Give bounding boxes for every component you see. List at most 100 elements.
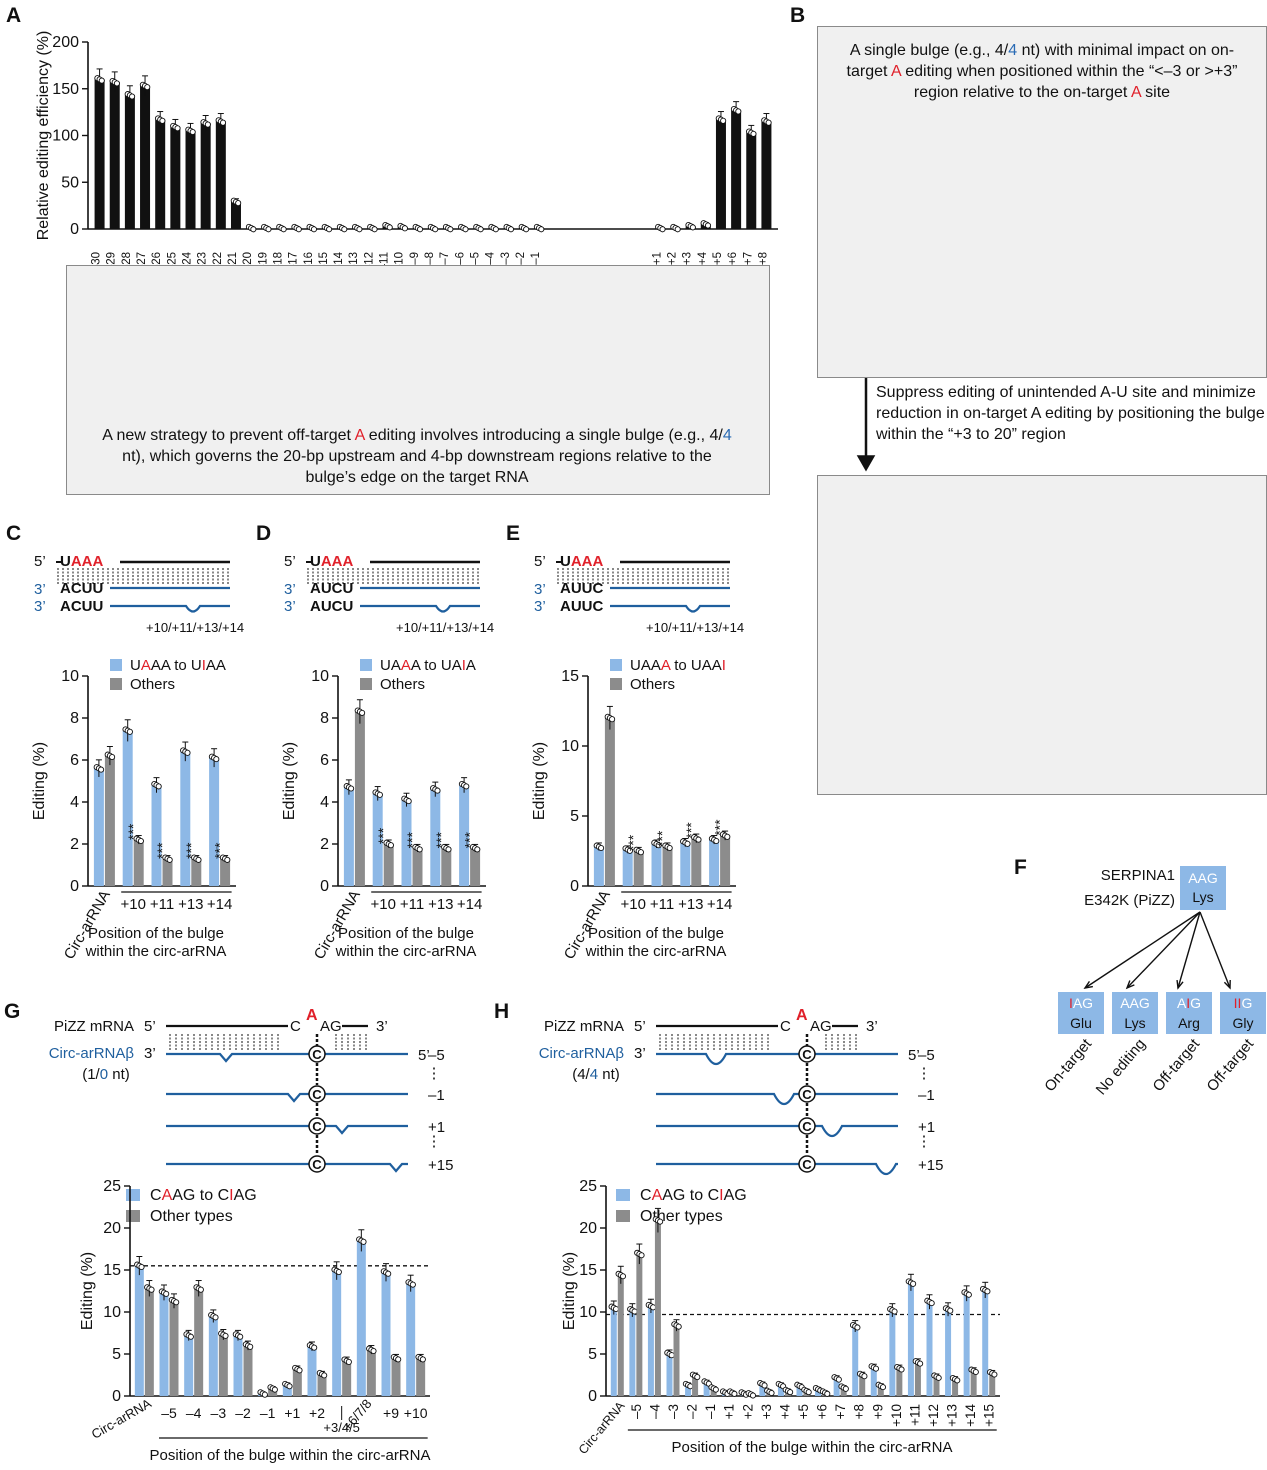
data-point: [872, 1365, 880, 1372]
bar: [159, 1292, 169, 1396]
x-tick-label: +14: [457, 896, 482, 913]
data-point: [655, 842, 662, 849]
bar: [317, 1374, 327, 1396]
data-point: [689, 224, 696, 231]
bar: [945, 1309, 952, 1396]
data-point: [609, 716, 616, 723]
x-tick-label: –3: [211, 1405, 227, 1421]
data-point: [674, 226, 681, 233]
variant-label: E342K (PiZZ): [1084, 892, 1175, 909]
x-tick-label: –9: [409, 252, 421, 265]
x-axis-label: Position of the bulge within the circ-ar…: [672, 1439, 953, 1456]
sequence-ag: AG: [810, 1018, 832, 1035]
bar: [470, 848, 481, 886]
data-point: [619, 1273, 627, 1280]
bar: [94, 79, 105, 230]
y-tick-label: 50: [61, 174, 79, 191]
circ-arrna-label: Circ-arRNAβ: [49, 1045, 135, 1062]
caption-fragment: A: [354, 427, 365, 444]
x-tick-label: +3: [682, 252, 694, 265]
data-point: [247, 1343, 254, 1350]
data-point: [626, 847, 633, 854]
data-point: [376, 791, 383, 798]
bar: [680, 842, 691, 886]
bulge-box-text: A single bulge (e.g., 4/4 nt) with minim…: [832, 40, 1252, 103]
data-point: [341, 226, 348, 233]
x-tick-label: +10: [404, 1405, 428, 1421]
data-point: [222, 1332, 229, 1339]
data-point: [166, 856, 173, 863]
bar: [215, 121, 226, 229]
data-point: [370, 1347, 377, 1355]
outcome-label: No editing: [1093, 1036, 1149, 1099]
significance-label: ***: [625, 834, 641, 851]
y-tick-label: 10: [311, 668, 329, 685]
bar: [970, 1370, 977, 1396]
data-point: [879, 1384, 887, 1391]
legend-label: UAAA to UAAI: [630, 657, 726, 674]
bulge-position-label: +10/+11/+13/+14: [146, 620, 244, 635]
guide-strand: [166, 1052, 408, 1063]
mutation-arrow: [1084, 911, 1201, 989]
three-prime-label: 3’: [34, 581, 46, 598]
target-sequence: UAAA: [60, 553, 104, 570]
y-tick-label: 25: [103, 1178, 121, 1195]
x-tick-label: +8: [757, 252, 769, 265]
bar: [593, 846, 604, 886]
x-tick-label: Circ-arRNA: [89, 1395, 154, 1441]
bar: [184, 1335, 194, 1396]
bar: [926, 1301, 933, 1396]
data-point: [335, 1268, 342, 1276]
x-tick-label: +7: [742, 252, 754, 265]
legend-label: UAAA to UAIA: [380, 657, 476, 674]
x-tick-label: +11: [650, 896, 674, 913]
bar: [914, 1362, 921, 1396]
data-point: [155, 783, 162, 790]
data-point: [212, 1314, 219, 1321]
target-codon: AAG: [1120, 995, 1150, 1011]
bar: [144, 1288, 154, 1396]
text-fragment: A: [891, 63, 901, 80]
c-circle: [308, 1085, 326, 1103]
y-tick-label: 6: [70, 752, 79, 769]
data-point: [463, 783, 470, 790]
data-point: [250, 226, 257, 233]
x-tick-label: –1: [260, 1405, 276, 1421]
data-point: [213, 756, 220, 763]
legend-label: CAAG to CIAG: [640, 1187, 747, 1204]
schematic-D: 5’ UAAA 3’ AUCU 3’ AUCU +10/+11/+13/+14 UAAA to…: [284, 553, 494, 693]
bar: [170, 127, 181, 229]
caption-fragment: A new strategy to prevent off-target: [102, 427, 355, 444]
guide-strand: [656, 1124, 898, 1138]
text-fragment: A: [1130, 84, 1141, 101]
data-point: [984, 1288, 991, 1295]
arrow-head: [1083, 980, 1093, 989]
x-tick-label: +14: [963, 1404, 978, 1427]
source-codon-box: [1180, 866, 1226, 910]
significance-label: ***: [154, 842, 170, 859]
significance-label: ***: [212, 842, 228, 859]
data-point: [447, 226, 454, 233]
bar: [122, 730, 133, 886]
x-axis-label: Position of the bulge within the circ-ar…: [150, 1447, 431, 1464]
y-axis-label: Editing (%): [561, 1252, 578, 1330]
bar: [610, 1307, 617, 1396]
data-point: [371, 226, 378, 233]
x-tick-label: +2: [666, 252, 678, 265]
c-circle: [308, 1155, 326, 1173]
significance-label: ***: [375, 827, 391, 844]
y-axis-label: Editing (%): [531, 742, 548, 820]
x-tick-label: –2: [515, 252, 527, 265]
y-tick-label: 2: [320, 836, 329, 853]
bar: [282, 1385, 292, 1396]
data-point: [419, 1356, 426, 1363]
data-point: [684, 840, 691, 847]
data-point: [724, 833, 731, 840]
ellipsis: ⋮: [427, 1133, 442, 1150]
guide-sequence: AUCU: [310, 580, 353, 597]
data-point: [750, 130, 757, 137]
caption-fragment: /: [718, 427, 723, 444]
guide-sequence: AUCU: [310, 598, 353, 615]
x-tick-label: –4: [186, 1405, 202, 1421]
bar: [877, 1385, 884, 1396]
